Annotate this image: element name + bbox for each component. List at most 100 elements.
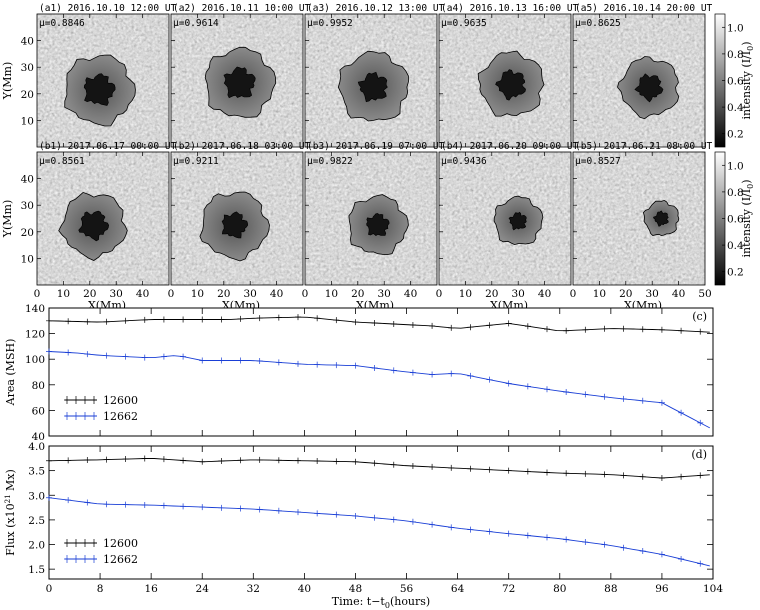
mu-value: μ=0.9211 (173, 156, 219, 167)
data-point-12600 (601, 471, 608, 478)
panel-frame (572, 151, 706, 286)
y-tick-label: 140 (25, 303, 45, 315)
data-point-12600 (544, 326, 550, 333)
data-point-12600 (448, 464, 455, 471)
legend-label: 12662 (103, 553, 138, 566)
data-point-12662 (180, 503, 187, 510)
x-tick-label: 10 (57, 288, 70, 300)
data-point-12662 (65, 349, 72, 356)
data-point-12662 (295, 509, 301, 516)
data-point-12600 (658, 475, 665, 482)
data-point-12662 (467, 372, 474, 379)
x-tick-label: 40 (672, 288, 685, 300)
y-tick-label: 3.5 (28, 466, 45, 478)
legend-marker (91, 555, 97, 563)
data-point-12600 (582, 470, 589, 477)
data-point-12600 (141, 316, 148, 323)
umbra (652, 210, 669, 227)
x-tick-label: 40 (136, 288, 149, 300)
data-point-12662 (160, 353, 167, 360)
x-tick-label: 10 (325, 288, 338, 300)
x-tick-label: 16 (144, 583, 158, 595)
data-point-12600 (237, 457, 244, 464)
data-point-12600 (620, 325, 627, 332)
colorbar-tick-label: 0.6 (727, 214, 744, 226)
panel-frame (36, 151, 170, 286)
data-point-12662 (678, 409, 685, 416)
data-point-12662 (639, 548, 646, 555)
series-line-12662 (48, 351, 711, 429)
data-point-12662 (275, 359, 282, 366)
umbra (357, 71, 388, 103)
legend-marker (64, 412, 70, 420)
x-tick-label: 0 (168, 288, 175, 300)
x-tick-label: 8 (97, 583, 104, 595)
data-point-12662 (639, 397, 646, 404)
y-tick-label: 30 (21, 62, 34, 74)
y-tick-label: 80 (32, 380, 45, 392)
colorbar-tick-label: 1.0 (727, 22, 744, 34)
series-line-12600 (48, 458, 710, 479)
legend-marker (73, 412, 79, 420)
data-point-12600 (84, 318, 91, 325)
data-point-12600 (563, 327, 570, 334)
x-tick-label: 0 (34, 288, 41, 300)
x-tick-label: 40 (270, 288, 283, 300)
data-point-12662 (448, 370, 455, 377)
plot-frame (48, 445, 714, 580)
data-point-12662 (122, 501, 129, 508)
colorbar-label: intensity (I/I0) (740, 42, 755, 120)
x-tick-label: 40 (538, 288, 551, 300)
x-tick-label: 32 (247, 583, 260, 595)
umbra (221, 211, 249, 239)
data-point-12662 (352, 512, 359, 519)
x-tick-label: 80 (553, 583, 566, 595)
y-tick-label: 40 (21, 36, 34, 48)
data-point-12600 (199, 458, 206, 465)
data-point-12662 (409, 518, 416, 525)
data-point-12662 (544, 386, 550, 393)
data-point-12662 (429, 521, 436, 528)
data-point-12600 (371, 320, 378, 327)
sunspot-panel: (b3) 2017.06.19 07:00 UT μ=0.9822 (304, 141, 445, 286)
data-point-12600 (275, 457, 282, 464)
data-point-12662 (314, 510, 321, 517)
data-point-12600 (409, 321, 416, 328)
data-point-12662 (180, 353, 187, 360)
data-point-12662 (103, 352, 110, 359)
x-tick-label: 0 (46, 583, 53, 595)
data-point-12662 (371, 365, 378, 371)
sunspot-panel: (a5) 2016.10.14 20:00 UT μ=0.8625 (572, 3, 713, 148)
panel-label: (a4) 2016.10.13 16:00 UT (441, 3, 579, 14)
panel-label: (b5) 2017.06.21 08:00 UT (575, 141, 713, 152)
umbra (83, 73, 116, 106)
data-point-12662 (314, 361, 321, 368)
x-tick-label: 64 (451, 583, 465, 595)
data-point-12600 (160, 456, 167, 463)
data-point-12600 (390, 461, 397, 468)
y-tick-label: 40 (21, 174, 34, 186)
sunspot-panel: (a3) 2016.10.12 13:00 UT μ=0.9952 (304, 3, 445, 148)
data-point-12662 (524, 532, 531, 539)
data-point-12600 (46, 317, 52, 324)
data-point-12600 (697, 328, 704, 335)
data-point-12600 (256, 315, 263, 322)
data-point-12600 (448, 324, 455, 331)
data-point-12600 (141, 455, 148, 462)
x-tick-label: 20 (351, 288, 364, 300)
x-axis-label: Time: t−t0(hours) (332, 595, 430, 610)
colorbar-tick-label: 1.0 (727, 160, 744, 172)
panel-label: (d) (691, 448, 707, 461)
plot-frame (48, 307, 714, 437)
data-point-12662 (333, 511, 340, 518)
data-point-12662 (275, 507, 282, 514)
data-point-12600 (582, 326, 589, 333)
data-point-12662 (256, 506, 263, 513)
data-point-12662 (84, 351, 91, 358)
data-point-12600 (486, 466, 493, 473)
data-point-12600 (103, 456, 110, 463)
data-point-12662 (697, 560, 704, 567)
y-axis-label: Area (MSH) (4, 339, 17, 407)
data-point-12662 (295, 360, 301, 367)
